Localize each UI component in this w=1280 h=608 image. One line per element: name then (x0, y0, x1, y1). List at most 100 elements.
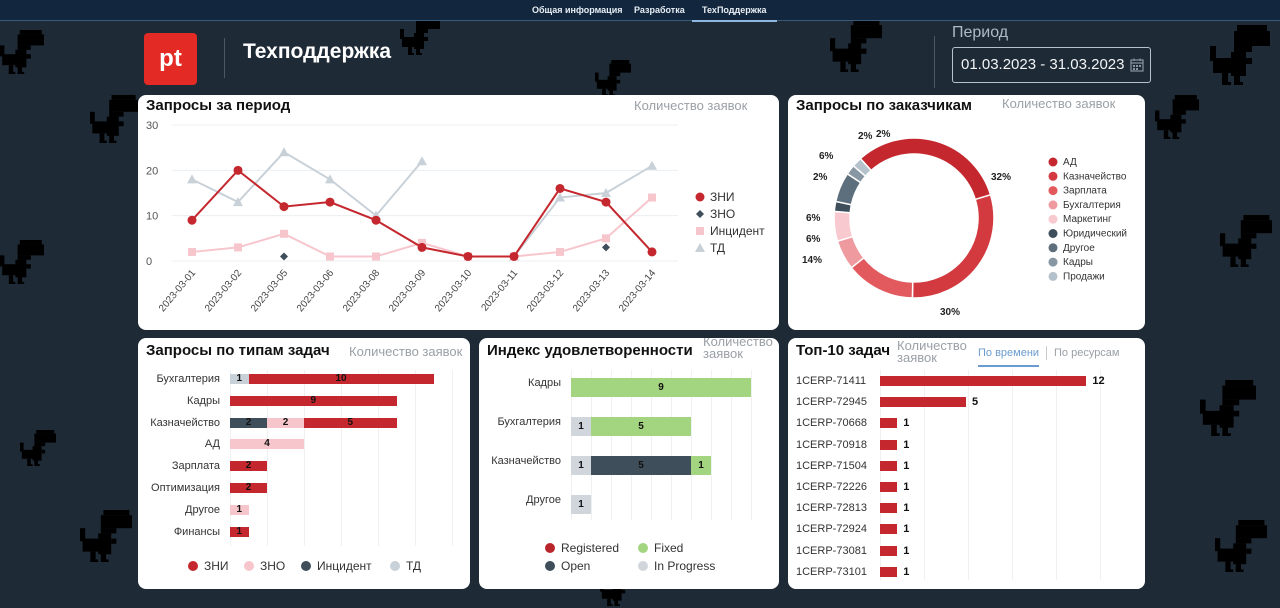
tab-by-time[interactable]: По времени (978, 347, 1040, 367)
bar-task[interactable] (880, 545, 898, 556)
customers-panel: Запросы по заказчикам Количество заявок … (788, 95, 1145, 330)
bar-task[interactable] (880, 524, 898, 535)
bar-зно[interactable]: 4 (230, 439, 304, 450)
data-point-зни (187, 215, 197, 225)
data-point-зни (647, 247, 657, 257)
legend-label-другое: Другое (1063, 243, 1095, 254)
legend-label: ЗНИ (204, 559, 229, 573)
x-tick-label: 2023-03-10 (433, 268, 475, 315)
pie-value-label: 2% (813, 172, 828, 183)
bar-зни[interactable]: 1 (230, 526, 249, 537)
data-point-инцидент (234, 243, 242, 252)
bar-task[interactable] (880, 439, 898, 450)
bar-value-label: 1 (903, 417, 910, 430)
gridline (651, 370, 652, 520)
bar-fixed[interactable]: 5 (591, 417, 691, 436)
legend-label: ТД (406, 559, 422, 573)
x-tick-label: 2023-03-06 (295, 268, 337, 315)
tab-general-info[interactable]: Общая информация (532, 5, 623, 15)
legend-item-registered[interactable]: Registered (545, 541, 619, 555)
task-types-subtitle: Количество заявок (349, 344, 463, 359)
legend-label: Open (561, 559, 591, 573)
data-point-зно (280, 252, 288, 261)
customers-subtitle: Количество заявок (1002, 96, 1116, 111)
bar-fixed[interactable]: 9 (571, 378, 751, 397)
bar-зни[interactable]: 10 (248, 374, 434, 384)
x-tick-label: 2023-03-14 (617, 268, 659, 315)
task-id-label: 1CERP-70918 (796, 438, 867, 451)
data-point-инцидент (648, 193, 656, 202)
bar-value-label: 1 (903, 544, 910, 557)
legend-label: ЗНО (260, 559, 286, 573)
legend-marker-другое (1048, 243, 1058, 253)
legend-marker-инцидент (696, 227, 704, 235)
bar-task[interactable] (880, 566, 898, 577)
legend-label-зарплата: Зарплата (1063, 186, 1107, 197)
legend-label-юридический: Юридический (1063, 229, 1127, 240)
legend-dot (545, 543, 555, 553)
legend-marker-продажи (1048, 271, 1058, 281)
bar-task[interactable] (880, 376, 1087, 386)
y-tick-label: 10 (146, 211, 158, 223)
gridline (631, 370, 632, 520)
x-tick-label: 2023-03-11 (479, 268, 520, 314)
legend-label-маркетинг: Маркетинг (1063, 214, 1112, 225)
satisfaction-panel: Индекс удовлетворенности Количество заяв… (479, 338, 779, 589)
bar-task[interactable] (880, 418, 898, 429)
x-tick-label: 2023-03-01 (157, 268, 199, 315)
bar-task[interactable] (880, 460, 898, 471)
satisfaction-title: Индекс удовлетворенности (487, 342, 693, 359)
bar-value-label: 9 (658, 382, 664, 393)
gridline (415, 370, 416, 546)
tab-by-resources[interactable]: По ресурсам (1054, 347, 1120, 359)
legend-item-тд[interactable]: ТД (390, 559, 421, 573)
bar-зни[interactable]: 2 (230, 483, 267, 493)
legend-label-кадры: Кадры (1063, 257, 1093, 268)
bar-зни[interactable]: 9 (230, 395, 397, 406)
data-point-зни (509, 251, 519, 261)
gridline (1100, 370, 1101, 580)
bar-зни[interactable]: 5 (304, 417, 397, 428)
task-id-label: 1CERP-72924 (796, 523, 867, 536)
bar-open[interactable]: 5 (591, 456, 691, 475)
bar-fixed[interactable]: 1 (691, 456, 711, 475)
legend-item-инцидент[interactable]: Инцидент (301, 559, 372, 573)
legend-marker-ад (1048, 157, 1058, 167)
category-label: АД (204, 438, 220, 451)
bar-in-progress[interactable]: 1 (571, 417, 591, 436)
pie-value-label: 14% (802, 255, 822, 266)
legend-item-in-progress[interactable]: In Progress (638, 559, 715, 573)
top-nav-bar: Общая информация Разработка ТехПоддержка (0, 0, 1280, 22)
bar-in-progress[interactable]: 1 (571, 495, 591, 514)
data-point-тд (647, 160, 657, 170)
gridline (711, 370, 712, 520)
bar-task[interactable] (880, 503, 898, 514)
legend-item-зно[interactable]: ЗНО (244, 559, 285, 573)
legend-label: Registered (561, 541, 620, 555)
task-id-label: 1CERP-72813 (796, 502, 867, 515)
data-point-инцидент (326, 252, 334, 261)
tab-development[interactable]: Разработка (634, 5, 685, 15)
bar-task[interactable] (880, 397, 966, 408)
bar-инцидент[interactable]: 2 (230, 416, 267, 428)
series-line-тд (191, 150, 423, 218)
tab-tech-support[interactable]: ТехПоддержка (692, 0, 777, 22)
bar-value-label: 2 (245, 416, 252, 428)
legend-item-зни[interactable]: ЗНИ (188, 559, 229, 573)
x-tick-label: 2023-03-09 (387, 268, 429, 315)
requests-period-title: Запросы за период (146, 97, 291, 114)
bar-тд[interactable]: 1 (230, 374, 249, 384)
data-point-зни (279, 202, 289, 212)
bar-зни[interactable]: 2 (230, 461, 267, 472)
legend-item-fixed[interactable]: Fixed (638, 541, 683, 555)
requests-period-panel: Запросы за период Количество заявок 30 20… (138, 95, 779, 330)
calendar-icon[interactable] (1130, 58, 1144, 72)
bar-task[interactable] (880, 482, 898, 492)
period-date-range-picker[interactable]: 01.03.2023 - 31.03.2023 (952, 47, 1151, 83)
bar-in-progress[interactable]: 1 (571, 456, 591, 475)
y-tick-label: 30 (146, 120, 158, 132)
legend-item-open[interactable]: Open (545, 559, 590, 573)
bar-зно[interactable]: 2 (267, 417, 304, 428)
bar-value-label: 1 (578, 499, 584, 510)
bar-зно[interactable]: 1 (230, 504, 249, 515)
